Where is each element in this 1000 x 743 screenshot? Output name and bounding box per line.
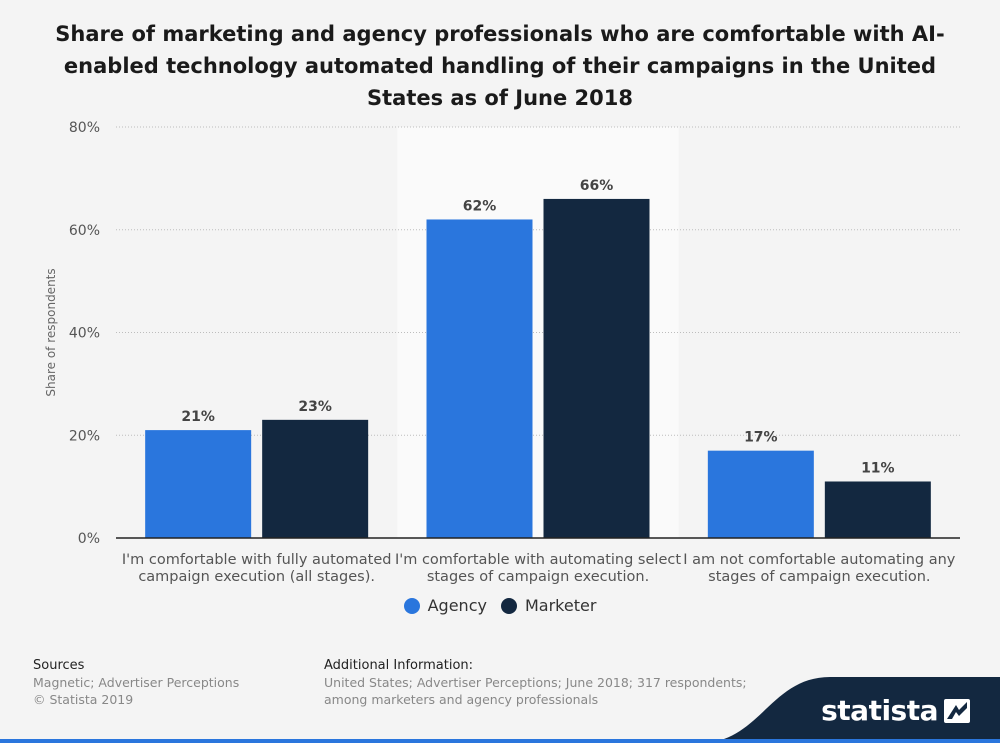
x-tick-label: stages of campaign execution.: [427, 569, 649, 585]
y-tick-label: 80%: [69, 120, 100, 136]
x-tick-label: I am not comfortable automating any: [683, 552, 956, 568]
sources-block: Sources Magnetic; Advertiser Perceptions…: [33, 657, 239, 708]
x-tick-label: campaign execution (all stages).: [138, 569, 375, 585]
bottom-accent-line: [0, 739, 1000, 743]
x-tick-label: stages of campaign execution.: [708, 569, 930, 585]
bar-agency: [145, 430, 252, 538]
y-tick-label: 40%: [69, 326, 100, 342]
legend-item-agency[interactable]: Agency: [403, 596, 487, 615]
legend-swatch-agency: [403, 597, 420, 614]
y-tick-label: 60%: [69, 223, 100, 239]
additional-info-line2: among marketers and agency professionals: [324, 692, 599, 707]
data-label: 21%: [181, 409, 215, 425]
y-axis-label: Share of respondents: [44, 268, 58, 396]
additional-info-heading: Additional Information:: [324, 658, 474, 673]
additional-info-line1: United States; Advertiser Perceptions; J…: [324, 675, 747, 690]
bar-agency: [707, 450, 814, 538]
data-label: 17%: [744, 430, 778, 446]
chart-title: Share of marketing and agency profession…: [55, 22, 945, 110]
bar-chart: 0% 20% 40% 60% 80% Share of respondents 21% 23%…: [44, 120, 960, 585]
data-label: 23%: [298, 399, 332, 415]
brand-banner: [700, 677, 1000, 743]
copyright-text: © Statista 2019: [33, 692, 134, 707]
bar-marketer: [262, 419, 369, 538]
statista-logo[interactable]: statista: [821, 694, 970, 727]
y-tick-label: 0%: [78, 531, 100, 547]
bar-marketer: [824, 481, 931, 538]
x-tick-label: I'm comfortable with fully automated: [122, 552, 392, 568]
data-label: 66%: [580, 178, 614, 194]
additional-info-block: Additional Information: United States; A…: [324, 657, 747, 708]
sources-heading: Sources: [33, 658, 85, 673]
data-label: 11%: [861, 460, 895, 476]
bar-agency: [426, 219, 533, 538]
legend-item-marketer[interactable]: Marketer: [500, 596, 597, 615]
y-tick-label: 20%: [69, 428, 100, 444]
sources-text: Magnetic; Advertiser Perceptions: [33, 675, 240, 690]
legend-swatch-marketer: [500, 597, 517, 614]
bar-marketer: [543, 198, 650, 539]
x-tick-label: I'm comfortable with automating select: [395, 552, 681, 568]
legend: Agency Marketer: [0, 596, 1000, 615]
statista-logo-icon: [944, 698, 970, 723]
legend-label-marketer: Marketer: [524, 596, 597, 615]
statista-wordmark: statista: [821, 694, 938, 727]
data-label: 62%: [463, 198, 497, 214]
legend-label-agency: Agency: [427, 596, 487, 615]
